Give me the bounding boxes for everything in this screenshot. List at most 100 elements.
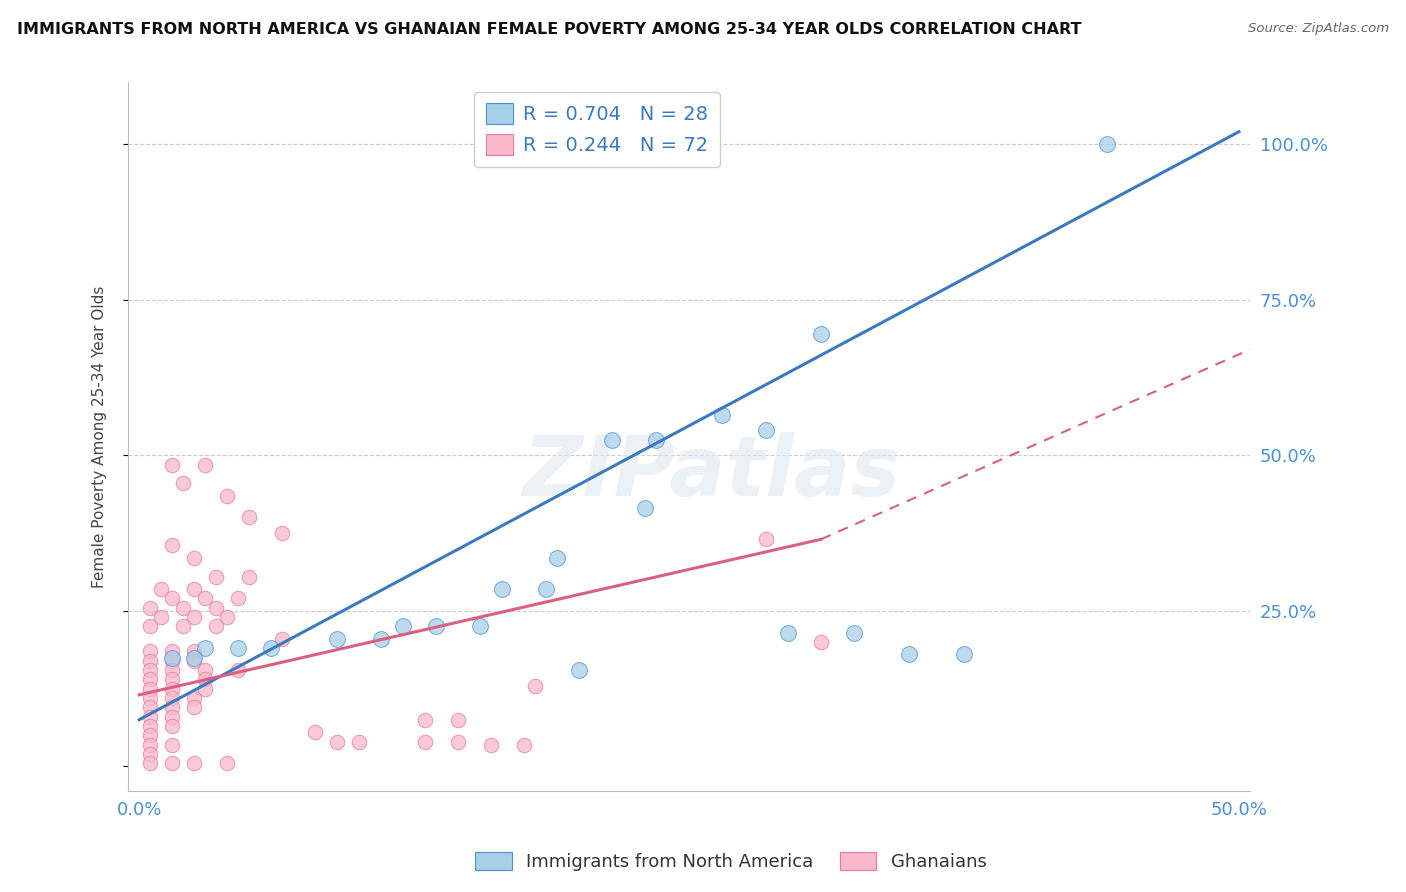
Point <box>139 619 162 633</box>
Point <box>160 709 183 723</box>
Point <box>183 582 205 596</box>
Point <box>546 550 568 565</box>
Point <box>194 591 217 606</box>
Point <box>183 756 205 771</box>
Point <box>139 600 162 615</box>
Point <box>139 673 162 687</box>
Point <box>304 725 326 739</box>
Y-axis label: Female Poverty Among 25-34 Year Olds: Female Poverty Among 25-34 Year Olds <box>93 285 107 588</box>
Point <box>139 690 162 705</box>
Point <box>194 458 217 472</box>
Point <box>183 650 205 665</box>
Text: ZIPatlas: ZIPatlas <box>523 432 900 513</box>
Point <box>139 663 162 677</box>
Point <box>160 591 183 606</box>
Point <box>600 137 623 152</box>
Point <box>226 663 249 677</box>
Point <box>226 591 249 606</box>
Point <box>347 734 370 748</box>
Point <box>447 713 470 727</box>
Point <box>183 610 205 624</box>
Point <box>194 641 217 656</box>
Point <box>139 709 162 723</box>
Legend: R = 0.704   N = 28, R = 0.244   N = 72: R = 0.704 N = 28, R = 0.244 N = 72 <box>474 92 720 167</box>
Point <box>645 137 668 152</box>
Point <box>160 673 183 687</box>
Point <box>217 756 239 771</box>
Point <box>205 600 228 615</box>
Point <box>150 582 173 596</box>
Point <box>160 738 183 752</box>
Point <box>160 681 183 696</box>
Point <box>160 644 183 658</box>
Point <box>513 137 536 152</box>
Point <box>271 526 294 541</box>
Point <box>226 641 249 656</box>
Point <box>447 734 470 748</box>
Text: Source: ZipAtlas.com: Source: ZipAtlas.com <box>1249 22 1389 36</box>
Point <box>755 533 778 547</box>
Point <box>370 632 392 646</box>
Point <box>194 681 217 696</box>
Point <box>645 433 668 447</box>
Point <box>150 610 173 624</box>
Point <box>953 648 976 662</box>
Point <box>139 756 162 771</box>
Point <box>425 619 447 633</box>
Point <box>139 654 162 668</box>
Point <box>898 648 921 662</box>
Point <box>513 738 536 752</box>
Point <box>183 550 205 565</box>
Point <box>711 408 734 422</box>
Point <box>205 619 228 633</box>
Point <box>217 610 239 624</box>
Point <box>468 619 491 633</box>
Point <box>183 654 205 668</box>
Point <box>160 690 183 705</box>
Point <box>326 734 349 748</box>
Point <box>139 700 162 714</box>
Point <box>1095 137 1118 152</box>
Point <box>392 619 415 633</box>
Point <box>172 476 194 491</box>
Point <box>217 489 239 503</box>
Point <box>413 734 436 748</box>
Point <box>172 600 194 615</box>
Point <box>139 719 162 733</box>
Point <box>139 738 162 752</box>
Point <box>600 433 623 447</box>
Point <box>139 747 162 761</box>
Point <box>160 663 183 677</box>
Point <box>755 423 778 437</box>
Point <box>842 625 865 640</box>
Point <box>160 756 183 771</box>
Point <box>194 673 217 687</box>
Point <box>160 719 183 733</box>
Point <box>139 644 162 658</box>
Point <box>534 582 557 596</box>
Point <box>634 501 657 516</box>
Point <box>194 663 217 677</box>
Point <box>524 679 547 693</box>
Point <box>238 510 260 524</box>
Point <box>139 728 162 742</box>
Point <box>491 582 513 596</box>
Point <box>160 650 183 665</box>
Point <box>326 632 349 646</box>
Point <box>160 458 183 472</box>
Point <box>139 681 162 696</box>
Point <box>413 713 436 727</box>
Point <box>160 654 183 668</box>
Point <box>271 632 294 646</box>
Text: IMMIGRANTS FROM NORTH AMERICA VS GHANAIAN FEMALE POVERTY AMONG 25-34 YEAR OLDS C: IMMIGRANTS FROM NORTH AMERICA VS GHANAIA… <box>17 22 1081 37</box>
Point <box>810 326 832 341</box>
Point <box>810 635 832 649</box>
Point <box>183 644 205 658</box>
Point <box>479 738 502 752</box>
Point <box>183 690 205 705</box>
Point <box>238 569 260 583</box>
Point <box>172 619 194 633</box>
Point <box>778 625 800 640</box>
Point <box>260 641 283 656</box>
Point <box>568 663 591 677</box>
